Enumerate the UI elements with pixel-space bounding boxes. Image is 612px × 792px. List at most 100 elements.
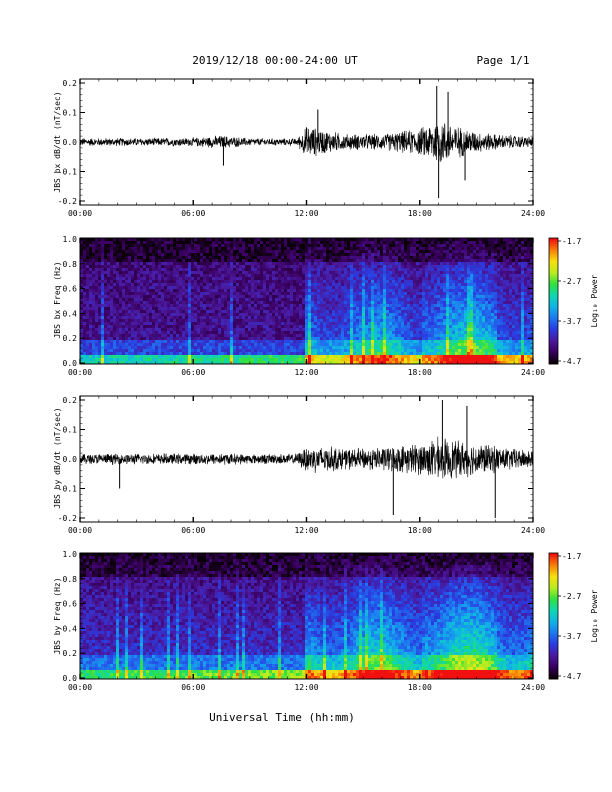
spectrogram-bx-cell: [368, 304, 372, 308]
spectrogram-bx-cell: [200, 358, 204, 362]
spectrogram-bx-cell: [254, 349, 258, 353]
spectrogram-bx-cell: [101, 244, 105, 248]
spectrogram-bx-cell: [326, 298, 330, 302]
spectrogram-bx-cell: [410, 358, 414, 362]
spectrogram-bx-cell: [167, 259, 171, 263]
spectrogram-bx-cell: [251, 361, 255, 365]
spectrogram-bx-cell: [194, 349, 198, 353]
spectrogram-bx-cell: [305, 277, 309, 281]
spectrogram-bx-cell: [404, 325, 408, 329]
spectrogram-bx-cell: [398, 355, 402, 359]
spectrogram-bx-cell: [386, 295, 390, 299]
spectrogram-bx-cell: [119, 343, 123, 347]
spectrogram-bx-cell: [101, 301, 105, 305]
spectrogram-bx-cell: [98, 253, 102, 257]
spectrogram-bx-cell: [284, 274, 288, 278]
spectrogram-bx-cell: [161, 259, 165, 263]
spectrogram-bx-cell: [365, 259, 369, 263]
spectrogram-bx-cell: [83, 274, 87, 278]
spectrogram-bx-cell: [146, 352, 150, 356]
spectrogram-bx-cell: [422, 238, 426, 242]
spectrogram-bx-cell: [281, 355, 285, 359]
spectrogram-bx-cell: [131, 346, 135, 350]
spectrogram-bx-cell: [113, 286, 117, 290]
spectrogram-bx-cell: [299, 295, 303, 299]
spectrogram-bx-cell: [227, 304, 231, 308]
spectrogram-bx-cell: [224, 256, 228, 260]
spectrogram-bx-cell: [185, 286, 189, 290]
spectrogram-bx-cell: [317, 241, 321, 245]
spectrogram-bx-cell: [221, 358, 225, 362]
spectrogram-bx-cell: [299, 250, 303, 254]
spectrogram-bx-cell: [374, 286, 378, 290]
spectrogram-bx-cell: [302, 283, 306, 287]
spectrogram-bx-cell: [302, 280, 306, 284]
spectrogram-bx-cell: [80, 352, 84, 356]
spectrogram-bx-cell: [263, 298, 267, 302]
spectrogram-bx-cell: [95, 325, 99, 329]
spectrogram-bx-cell: [155, 283, 159, 287]
spectrogram-bx-cell: [344, 247, 348, 251]
spectrogram-bx-cell: [275, 319, 279, 323]
spectrogram-bx-cell: [98, 247, 102, 251]
spectrogram-bx-cell: [287, 289, 291, 293]
spectrogram-bx-cell: [266, 274, 270, 278]
spectrogram-bx-cell: [98, 262, 102, 266]
spectrogram-bx-cell: [116, 298, 120, 302]
spectrogram-bx-cell: [104, 301, 108, 305]
spectrogram-bx-cell: [359, 322, 363, 326]
spectrogram-bx-cell: [131, 298, 135, 302]
spectrogram-bx-cell: [119, 241, 123, 245]
spectrogram-bx-cell: [95, 358, 99, 362]
spectrogram-bx-cell: [140, 250, 144, 254]
spectrogram-bx-cell: [377, 283, 381, 287]
spectrogram-bx-cell: [197, 349, 201, 353]
spectrogram-bx-cell: [302, 346, 306, 350]
spectrogram-bx-cell: [143, 244, 147, 248]
spectrogram-bx-cell: [167, 295, 171, 299]
spectrogram-bx-cell: [155, 361, 159, 365]
spectrogram-bx-cell: [398, 253, 402, 257]
spectrogram-bx-cell: [317, 310, 321, 314]
spectrogram-bx-cell: [263, 253, 267, 257]
spectrogram-bx-cell: [419, 361, 423, 365]
spectrogram-bx-cell: [311, 259, 315, 263]
spectrogram-bx-cell: [401, 316, 405, 320]
spectrogram-bx-cell: [131, 334, 135, 338]
spectrogram-bx-cell: [200, 259, 204, 263]
spectrogram-bx-cell: [170, 325, 174, 329]
spectrogram-bx-cell: [155, 274, 159, 278]
spectrogram-bx-cell: [149, 280, 153, 284]
spectrogram-bx-cell: [269, 253, 273, 257]
spectrogram-bx-cell: [146, 355, 150, 359]
spectrogram-bx-cell: [413, 349, 417, 353]
spectrogram-bx-cell: [314, 346, 318, 350]
spectrogram-bx-cell: [308, 328, 312, 332]
spectrogram-bx-cell: [218, 349, 222, 353]
spectrogram-bx-cell: [323, 301, 327, 305]
spectrogram-bx-cell: [176, 247, 180, 251]
spectrogram-bx-cell: [134, 313, 138, 317]
spectrogram-bx-cell: [152, 256, 156, 260]
spectrogram-bx-cell: [338, 337, 342, 341]
spectrogram-bx-cell: [365, 244, 369, 248]
spectrogram-bx-cell: [353, 244, 357, 248]
spectrogram-bx-cell: [293, 352, 297, 356]
spectrogram-bx-cell: [419, 322, 423, 326]
spectrogram-bx-cell: [146, 253, 150, 257]
spectrogram-bx-cell: [203, 307, 207, 311]
spectrogram-bx-cell: [281, 304, 285, 308]
spectrogram-bx-cell: [398, 277, 402, 281]
spectrogram-bx-cell: [293, 337, 297, 341]
spectrogram-bx-cell: [119, 244, 123, 248]
spectrogram-bx-cell: [245, 253, 249, 257]
spectrogram-bx-cell: [149, 358, 153, 362]
spectrogram-bx-cell: [125, 358, 129, 362]
spectrogram-bx-cell: [392, 328, 396, 332]
spectrogram-bx-cell: [386, 250, 390, 254]
spectrogram-bx-cell: [164, 253, 168, 257]
spectrogram-bx-cell: [272, 253, 276, 257]
spectrogram-bx-cell: [122, 250, 126, 254]
spectrogram-bx-cell: [275, 268, 279, 272]
spectrogram-bx-cell: [218, 307, 222, 311]
